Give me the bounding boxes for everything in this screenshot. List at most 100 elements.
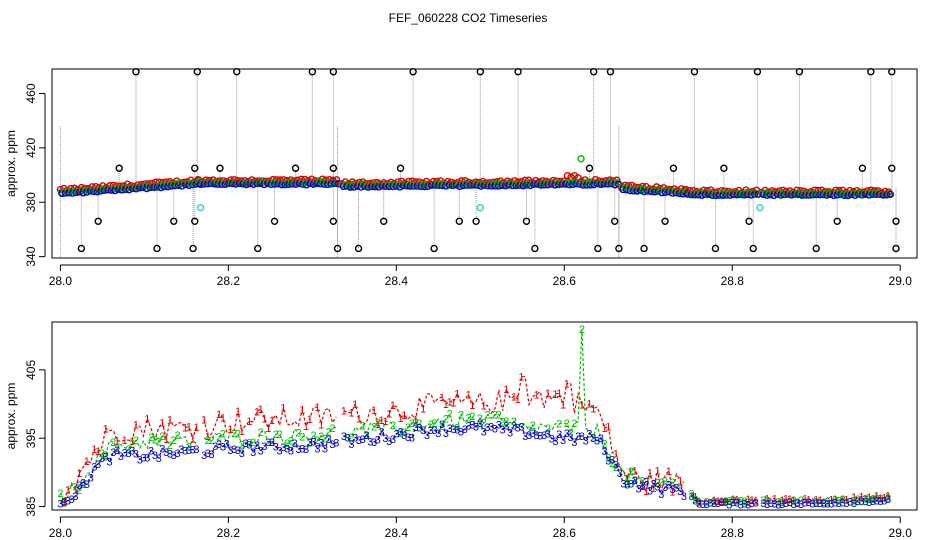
series-3-point-label: 3 [307,437,313,449]
outlier-point [749,244,757,253]
outlier-point [170,217,178,225]
series-3-point-label: 3 [745,499,751,511]
series-2-point-label: 2 [613,462,619,474]
series-3-point-label: 3 [545,428,551,440]
series-1-point-label: 1 [503,384,509,396]
series-2-point-label: 2 [813,496,819,508]
series-3-point-label: 3 [722,497,728,509]
series-2-point-label: 2 [288,435,294,447]
series-1-point-label: 1 [307,414,313,426]
outlier-point [329,217,338,225]
series-1-point-label: 1 [613,448,619,460]
outlier-point [115,164,123,172]
bottom-x-tick-label: 28.8 [721,526,745,540]
series-1-point-label: 1 [401,410,407,422]
top-x-tick-label: 28.8 [721,274,745,288]
series-2-point-label: 2 [496,409,502,421]
data-point-series-3 [330,179,339,188]
series-2-point-label: 2 [167,440,173,452]
series-1-point-label: 1 [753,495,759,507]
series-2-point-label: 2 [840,494,846,506]
series-2-point-label: 2 [322,434,328,446]
series-2-point-label: 2 [726,495,732,507]
series-1-point-label: 1 [450,397,456,409]
series-3-point-label: 3 [363,430,369,442]
series-1-point-label: 1 [61,496,67,508]
series-3-point-label: 3 [80,477,86,489]
top-x-tick-label: 28.4 [385,274,409,288]
series-1-point-label: 1 [318,419,324,431]
data-point-series-2 [561,179,569,187]
series-1-point-label: 1 [534,389,540,401]
outlier-point [455,217,464,225]
data-point-series-3 [751,190,759,198]
series-3-point-label: 3 [314,444,320,456]
series-1-point-label: 1 [258,404,264,416]
series-2-point-label: 2 [220,429,226,441]
series-2-point-label: 2 [609,458,615,470]
series-3-point-label: 3 [318,437,324,449]
series-1-point-label: 1 [159,417,165,429]
series-3-point-label: 3 [258,446,264,458]
series-2-point-label: 2 [390,420,396,432]
series-2-point-label: 2 [692,494,698,506]
series-2-point-label: 2 [760,495,766,507]
series-2-point-label: 2 [790,495,796,507]
series-3-point-label: 3 [730,497,736,509]
data-point-series-1 [591,175,600,184]
series-2-point-label: 2 [152,435,158,447]
series-3-point-label: 3 [118,451,124,463]
series-3-point-label: 3 [348,439,354,451]
series-3-point-label: 3 [72,491,78,503]
top-y-tick-label: 380 [24,192,38,212]
series-1-point-label: 1 [122,435,128,447]
series-2-point-label: 2 [530,420,536,432]
series-3-point-label: 3 [311,436,317,448]
outlier-point [77,244,86,253]
outlier-point [329,68,338,76]
series-1-point-label: 1 [413,414,419,426]
series-3-point-label: 3 [140,453,146,465]
top-y-tick-label: 420 [24,138,38,158]
bottom-y-axis-title: approx. ppm [4,383,18,450]
series-1-point-label: 1 [632,465,638,477]
series-3-point-label: 3 [110,447,116,459]
top-panel: 28.0 28.2 28.4 28.6 28.8 29.0 340 380 420 460 ap… [4,68,918,288]
series-2-point-label: 2 [568,428,574,440]
series-2-point-label: 2 [730,495,736,507]
series-3-point-label: 3 [405,432,411,444]
series-1-point-label: 1 [851,492,857,504]
series-2-point-label: 2 [855,494,861,506]
series-1-point-label: 1 [299,405,305,417]
bottom-lines [59,328,889,506]
series-3-point-label: 3 [447,423,453,435]
top-x-tick-label: 29.0 [889,274,913,288]
series-2-point-label: 2 [80,479,86,491]
series-1-point-label: 1 [881,493,887,505]
series-2-point-label: 2 [148,432,154,444]
series-3-point-label: 3 [707,498,713,510]
series-3-point-label: 3 [734,498,740,510]
series-2-point-label: 2 [632,475,638,487]
series-2-point-label: 2 [836,496,842,508]
series-2-point-label: 2 [734,495,740,507]
series-3-point-label: 3 [851,498,857,510]
series-3-point-label: 3 [243,438,249,450]
outlier-point [216,164,224,172]
series-2-point-label: 2 [103,450,109,462]
series-2-point-label: 2 [696,497,702,509]
series-2-point-label: 2 [239,440,245,452]
bottom-x-tick-label: 28.4 [385,526,409,540]
series-3-point-label: 3 [670,484,676,496]
outlier-point [892,217,900,225]
series-2-point-label: 2 [458,409,464,421]
series-3-point-label: 3 [530,428,536,440]
series-3-point-label: 3 [171,450,177,462]
series-3-point-label: 3 [575,431,581,443]
series-1-point-label: 1 [103,423,109,435]
series-3-point-label: 3 [738,499,744,511]
series-1-point-label: 1 [677,475,683,487]
data-point-series-2-spike [577,155,585,163]
series-1-point-label: 1 [114,435,120,447]
series-1-point-label: 1 [239,426,245,438]
